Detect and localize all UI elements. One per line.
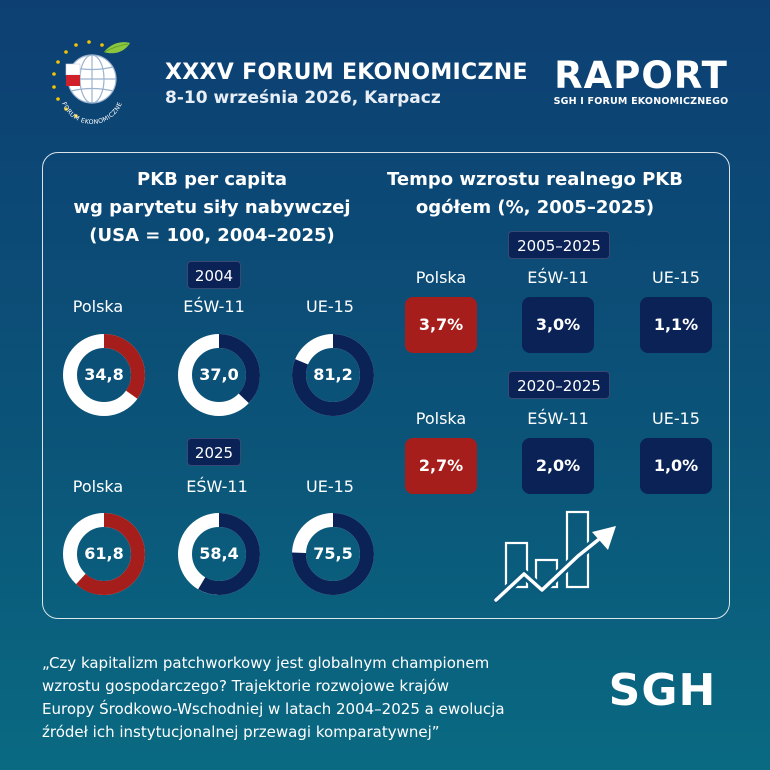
donut-chart: 61,8	[62, 512, 146, 596]
donut-value-arc	[292, 334, 374, 416]
donut-value: 58,4	[199, 544, 239, 563]
donut-chart: 58,4	[177, 512, 261, 596]
right-title-line: ogółem (%, 2005–2025)	[415, 197, 655, 218]
growth-label: UE-15	[652, 268, 700, 287]
right-title-line: Tempo wzrostu realnego PKB	[387, 169, 683, 190]
quote-line: „Czy kapitalizm patchworkowy jest global…	[42, 654, 490, 672]
donut-label: UE-15	[306, 297, 354, 316]
growth-value-box: 2,7%	[405, 438, 477, 494]
donut-value: 81,2	[313, 365, 353, 384]
donut-value: 34,8	[84, 365, 124, 384]
donut-value: 75,5	[313, 544, 353, 563]
growth-value-box: 3,7%	[405, 297, 477, 353]
donut-label: UE-15	[306, 477, 354, 496]
growth-chart-arrow-icon	[491, 510, 620, 605]
donut-chart: 37,0	[177, 333, 261, 417]
left-title-line: wg parytetu siły nabywczej	[73, 197, 351, 218]
donut-value-arc	[63, 334, 145, 416]
donut-chart: 81,2	[291, 333, 375, 417]
left-section-title: PKB per capita wg parytetu siły nabywcze…	[52, 166, 372, 250]
growth-label: EŚW-11	[527, 409, 589, 428]
donut-value-arc	[178, 334, 260, 416]
forum-ekonomiczne-logo: FORUM EKONOMICZNE	[42, 34, 137, 129]
right-section-title: Tempo wzrostu realnego PKB ogółem (%, 20…	[385, 166, 685, 222]
donut-chart: 75,5	[291, 512, 375, 596]
content-panel	[42, 152, 730, 619]
donut-label: EŚW-11	[186, 477, 248, 496]
quote-line: wzrostu gospodarczego? Trajektorie rozwo…	[42, 677, 450, 695]
donut-value-arc	[63, 513, 145, 595]
raport-logo-subtitle: SGH I FORUM EKONOMICZNEGO	[553, 96, 729, 107]
donut-chart: 34,8	[62, 333, 146, 417]
growth-value-box: 1,0%	[640, 438, 712, 494]
report-title-quote: „Czy kapitalizm patchworkowy jest global…	[42, 652, 552, 744]
growth-label: EŚW-11	[527, 268, 589, 287]
growth-value-box: 1,1%	[640, 297, 712, 353]
growth-value-box: 2,0%	[522, 438, 594, 494]
year-tag-2025: 2025	[187, 438, 241, 466]
event-date: 8-10 września 2026, Karpacz	[165, 88, 441, 108]
sgh-logo: SGH	[608, 665, 717, 716]
growth-label: Polska	[415, 268, 467, 287]
donut-label: EŚW-11	[183, 297, 245, 316]
svg-text:FORUM EKONOMICZNE: FORUM EKONOMICZNE	[60, 101, 124, 126]
event-title: XXXV FORUM EKONOMICZNE	[165, 60, 528, 85]
left-title-line: (USA = 100, 2004–2025)	[89, 225, 335, 246]
period-tag-2005-2025: 2005–2025	[508, 231, 610, 259]
growth-value-box: 3,0%	[522, 297, 594, 353]
donut-value: 37,0	[199, 365, 239, 384]
donut-label: Polska	[72, 477, 124, 496]
quote-line: Europy Środkowo-Wschodniej w latach 2004…	[42, 700, 505, 718]
raport-logo-word: RAPORT	[554, 54, 728, 97]
year-tag-2004: 2004	[187, 261, 241, 289]
donut-value-arc	[178, 513, 260, 595]
donut-value: 61,8	[84, 544, 124, 563]
quote-line: źródeł ich instytucjonalnej przewagi kom…	[42, 723, 440, 741]
growth-label: Polska	[415, 409, 467, 428]
left-title-line: PKB per capita	[137, 169, 287, 190]
growth-label: UE-15	[652, 409, 700, 428]
donut-value-arc	[292, 513, 374, 595]
donut-label: Polska	[72, 297, 124, 316]
period-tag-2020-2025: 2020–2025	[508, 371, 610, 399]
